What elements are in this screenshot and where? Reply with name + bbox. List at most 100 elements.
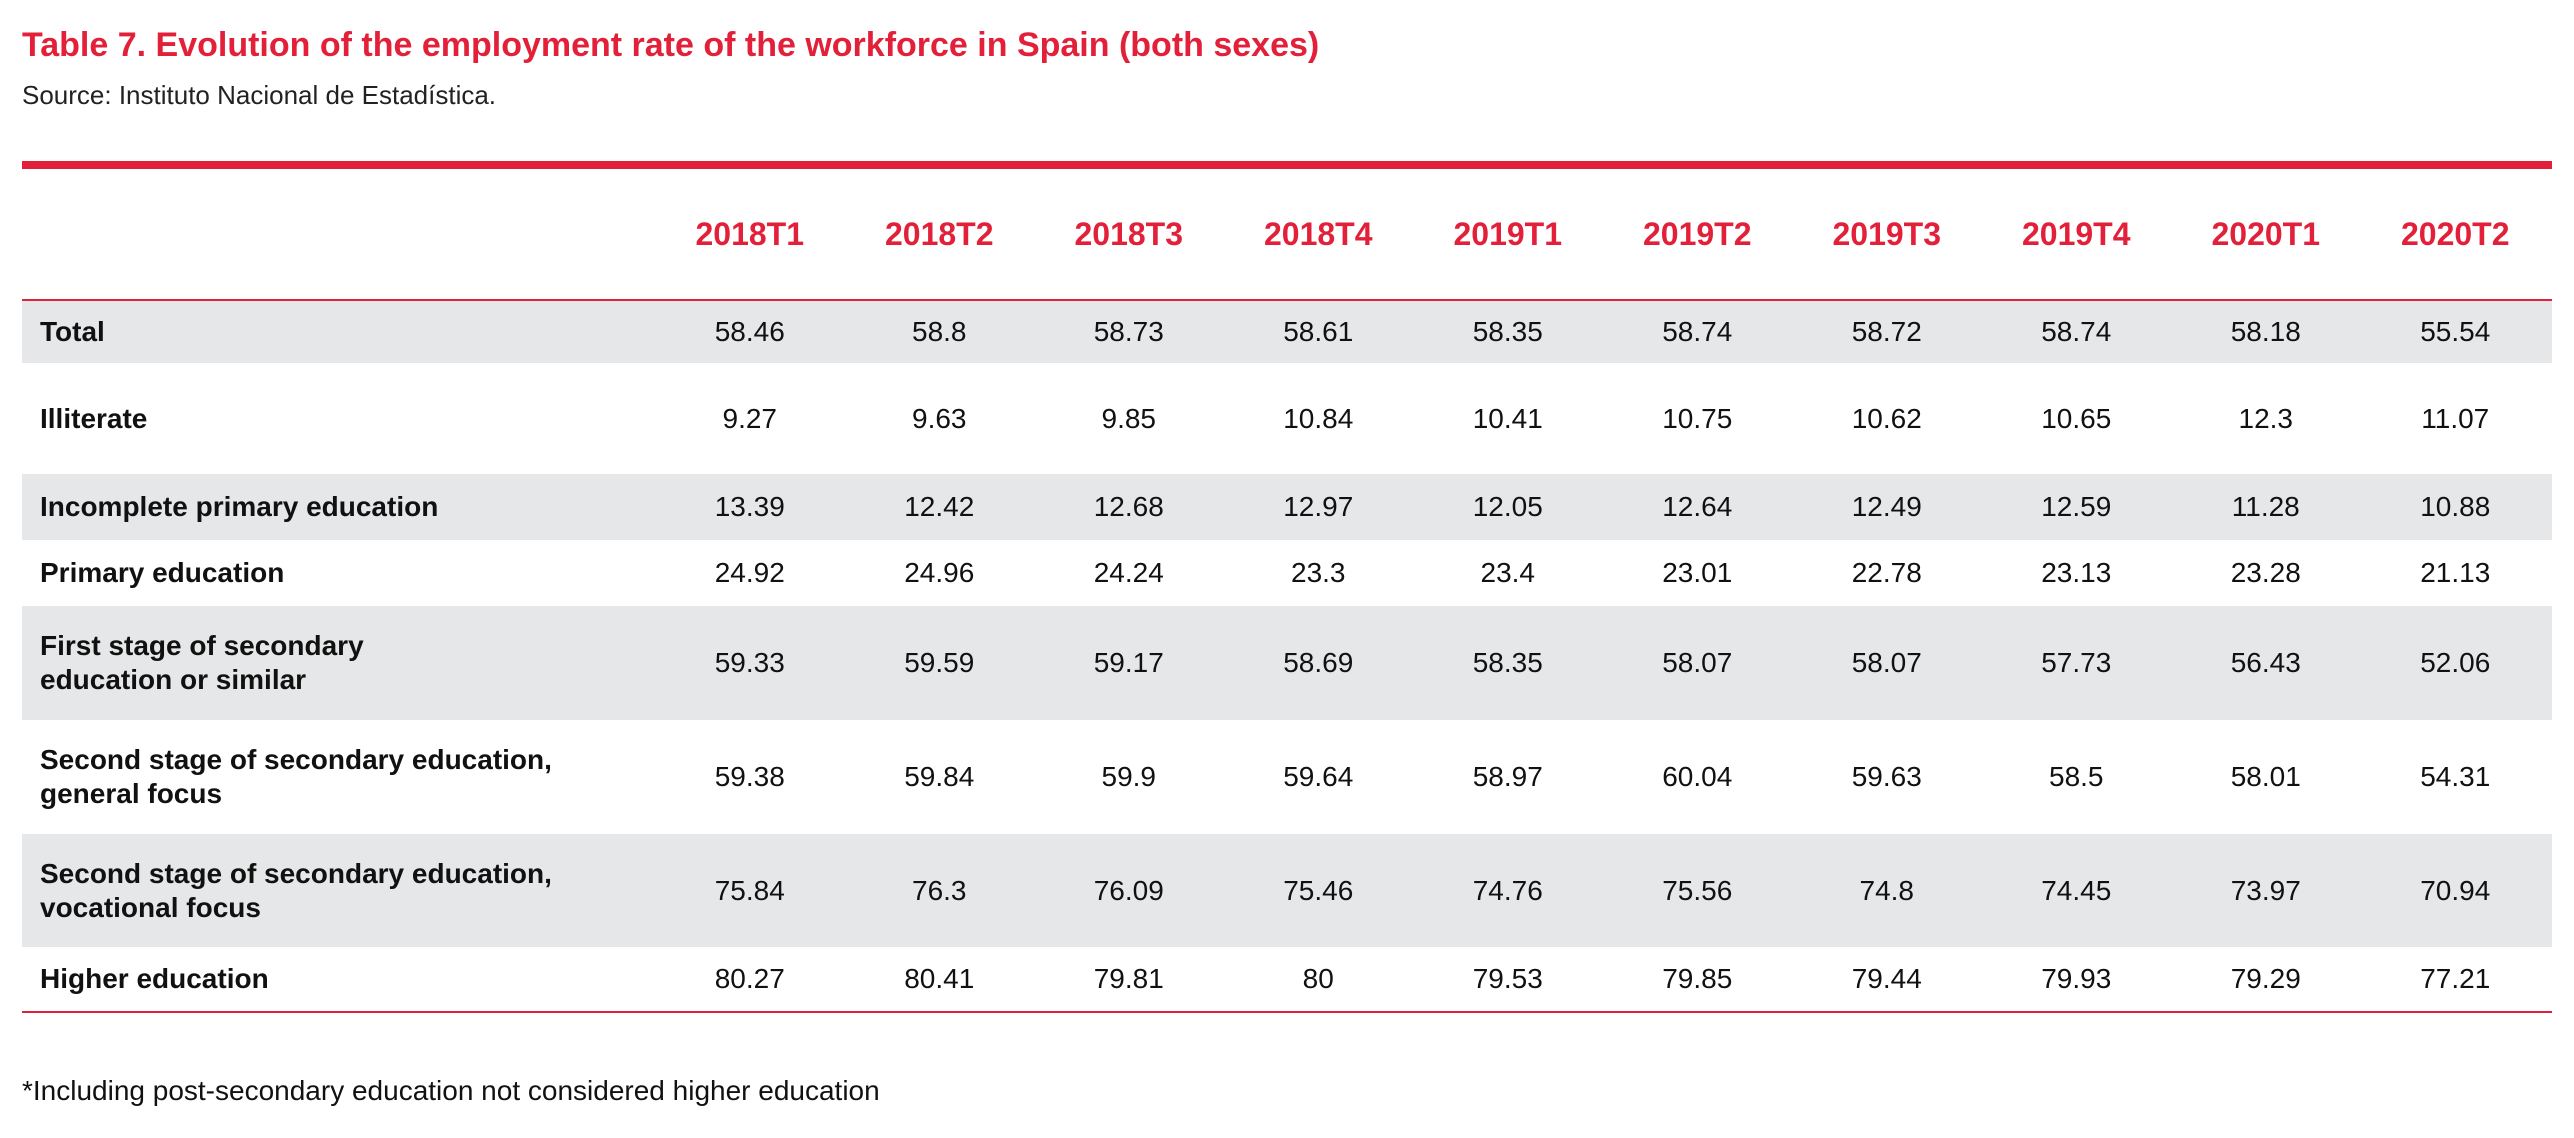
table-cell: 54.31 (2420, 761, 2491, 792)
table-cell: 79.93 (2041, 963, 2112, 994)
table-cell: 70.94 (2420, 874, 2491, 906)
column-header: 2018T2 (884, 215, 994, 252)
table-cell: 58.97 (1472, 761, 1543, 792)
table-cell: 12.05 (1472, 491, 1543, 522)
table-cell: 11.07 (2421, 402, 2490, 434)
table-cell: 58.5 (2049, 761, 2104, 792)
table-cell: 12.49 (1851, 491, 1922, 522)
table-cell: 74.76 (1472, 874, 1543, 906)
table-cell: 60.04 (1662, 761, 1733, 792)
top-rule (22, 161, 2552, 169)
table-cell: 80.41 (904, 963, 975, 994)
table-cell: 12.68 (1093, 491, 1164, 522)
table-cell: 77.21 (2420, 963, 2491, 994)
table-cell: 59.33 (714, 647, 785, 678)
table-cell: 12.97 (1283, 491, 1354, 522)
table-cell: 24.92 (714, 557, 785, 588)
table-cell: 58.61 (1283, 316, 1354, 347)
table-cell: 73.97 (2230, 874, 2301, 906)
table-cell: 75.46 (1283, 874, 1354, 906)
row-label: First stage of secondary education or si… (40, 630, 364, 695)
table-cell: 12.42 (904, 491, 975, 522)
table-cell: 9.63 (912, 402, 967, 434)
table-cell: 79.85 (1662, 963, 1733, 994)
table-cell: 24.24 (1093, 557, 1164, 588)
table-cell: 58.35 (1472, 316, 1543, 347)
table-cell: 80 (1302, 963, 1334, 994)
table-cell: 12.64 (1662, 491, 1733, 522)
table-row: Second stage of secondary education, gen… (22, 720, 2552, 834)
table-cell: 57.73 (2041, 647, 2112, 678)
table-cell: 79.81 (1093, 963, 1164, 994)
column-header: 2019T4 (2021, 215, 2131, 252)
table-cell: 58.35 (1472, 647, 1543, 678)
column-header: 2018T1 (695, 215, 805, 252)
header-row: 2018T1 2018T2 2018T3 2018T4 2019T1 2019T2 2019… (22, 169, 2552, 301)
row-label: Second stage of secondary education, voc… (40, 857, 552, 923)
table-cell: 10.75 (1662, 402, 1733, 434)
table-cell: 58.01 (2230, 761, 2301, 792)
table-cell: 23.01 (1662, 557, 1733, 588)
table-cell: 74.8 (1859, 874, 1915, 906)
table-cell: 80.27 (714, 963, 785, 994)
table-cell: 58.69 (1283, 647, 1354, 678)
table-cell: 13.39 (714, 491, 785, 522)
table-cell: 10.88 (2420, 491, 2491, 522)
table-cell: 10.62 (1851, 402, 1922, 434)
column-header: 2019T1 (1453, 215, 1563, 252)
table-cell: 59.64 (1283, 761, 1354, 792)
table-cell: 58.46 (714, 316, 785, 347)
column-header: 2020T1 (2211, 215, 2321, 252)
table-cell: 58.8 (912, 316, 967, 347)
table-row: Illiterate 9.27 9.63 9.85 10.84 10.41 10.75 10.… (22, 363, 2552, 474)
table-cell: 23.13 (2041, 557, 2112, 588)
table-cell: 12.59 (2041, 491, 2112, 522)
table-row: Primary education 24.92 24.96 24.24 23.3 23.4… (22, 540, 2552, 606)
table-cell: 23.4 (1480, 557, 1536, 588)
table-cell: 22.78 (1851, 557, 1922, 588)
table-cell: 59.9 (1101, 761, 1157, 792)
table-cell: 23.3 (1291, 557, 1346, 588)
table-cell: 75.84 (714, 874, 785, 906)
table-cell: 58.72 (1851, 316, 1922, 347)
row-label: Second stage of secondary education, gen… (40, 744, 552, 809)
table-cell: 59.17 (1093, 647, 1164, 678)
table-title: Table 7. Evolution of the employment rat… (22, 26, 1320, 64)
source-note: Source: Instituto Nacional de Estadístic… (22, 80, 497, 110)
table-cell: 58.74 (1662, 316, 1733, 347)
table-row: Higher education 80.27 80.41 79.81 80 79.53 79… (22, 947, 2552, 1011)
table-cell: 59.63 (1851, 761, 1922, 792)
column-header: 2018T3 (1074, 215, 1184, 252)
table-cell: 59.59 (904, 647, 975, 678)
table-cell: 74.45 (2041, 874, 2112, 906)
row-label: Higher education (40, 963, 269, 994)
table-cell: 9.27 (722, 402, 778, 434)
column-header: 2019T2 (1642, 215, 1752, 252)
row-label: Illiterate (40, 402, 148, 434)
table-cell: 76.3 (912, 874, 967, 906)
table-cell: 9.85 (1101, 402, 1157, 434)
table-cell: 56.43 (2230, 647, 2301, 678)
row-label: Primary education (40, 557, 285, 588)
table-cell: 58.74 (2041, 316, 2112, 347)
table-cell: 23.28 (2230, 557, 2301, 588)
table-cell: 75.56 (1662, 874, 1733, 906)
table-row: Incomplete primary education 13.39 12.42 12… (22, 474, 2552, 540)
table-cell: 52.06 (2420, 647, 2491, 678)
table-cell: 12.3 (2238, 402, 2294, 434)
column-header: 2019T3 (1832, 215, 1942, 252)
column-header: 2020T2 (2400, 215, 2510, 252)
table-cell: 59.38 (714, 761, 785, 792)
row-label: Incomplete primary education (40, 491, 439, 522)
table-cell: 58.07 (1662, 647, 1733, 678)
column-header: 2018T4 (1263, 215, 1373, 252)
table-cell: 10.41 (1472, 402, 1543, 434)
table-cell: 59.84 (904, 761, 975, 792)
table-row: First stage of secondary education or si… (22, 606, 2552, 720)
table-cell: 79.53 (1472, 963, 1543, 994)
table-cell: 79.44 (1851, 963, 1922, 994)
table-row: Second stage of secondary education, voc… (22, 834, 2552, 947)
table-cell: 55.54 (2420, 316, 2491, 347)
table-cell: 24.96 (904, 557, 975, 588)
